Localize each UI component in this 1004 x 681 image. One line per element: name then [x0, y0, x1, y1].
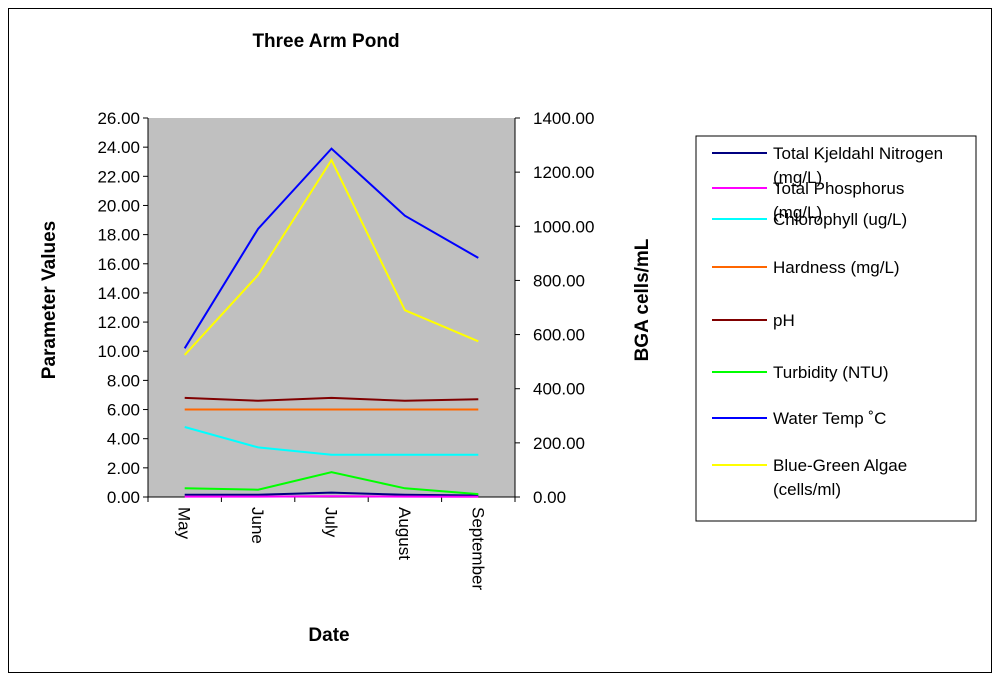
- y2-tick-label: 800.00: [533, 271, 585, 290]
- legend-label: Water Temp ˚C: [773, 409, 886, 428]
- y-tick-label: 12.00: [97, 313, 140, 332]
- x-axis-title: Date: [308, 625, 349, 646]
- plot-area: [148, 118, 515, 497]
- legend-label: Total Phosphorus: [773, 179, 904, 198]
- series-line: [184, 471, 479, 496]
- x-tick-label: June: [248, 507, 267, 544]
- x-axis: May June July August September: [147, 496, 516, 590]
- y-tick-label: 14.00: [97, 284, 140, 303]
- series-line: [184, 491, 479, 497]
- y-tick-label: 26.00: [97, 109, 140, 128]
- series-lines: [183, 147, 479, 498]
- y-tick-label: 20.00: [97, 196, 140, 215]
- legend-label: (mg/L): [773, 203, 822, 222]
- y2-tick-label: 1000.00: [533, 217, 594, 236]
- legend: Total Kjeldahl Nitrogen(mg/L)Total Phosp…: [695, 135, 977, 522]
- series-line: [184, 426, 479, 456]
- chart-title: Three Arm Pond: [252, 31, 399, 52]
- y-axis-title: Parameter Values: [39, 221, 60, 379]
- series-line: [183, 147, 479, 349]
- legend-label: (mg/L): [773, 168, 822, 187]
- y2-tick-label: 200.00: [533, 434, 585, 453]
- y-tick-label: 6.00: [107, 401, 140, 420]
- legend-label: Blue-Green Algae: [773, 456, 907, 475]
- y2-tick-label: 600.00: [533, 326, 585, 345]
- y-tick-label: 16.00: [97, 255, 140, 274]
- y2-tick-label: 1200.00: [533, 163, 594, 182]
- legend-box: [695, 135, 977, 522]
- x-tick-label: July: [322, 507, 341, 538]
- x-tick-label: September: [468, 507, 487, 590]
- y-tick-label: 0.00: [107, 488, 140, 507]
- y-tick-label: 18.00: [97, 226, 140, 245]
- legend-label: Total Kjeldahl Nitrogen: [773, 144, 943, 163]
- legend-label: Chlorophyll (ug/L): [773, 210, 907, 229]
- y2-tick-label: 0.00: [533, 488, 566, 507]
- y-tick-label: 2.00: [107, 459, 140, 478]
- y-tick-label: 4.00: [107, 430, 140, 449]
- y-tick-label: 22.00: [97, 167, 140, 186]
- y-tick-label: 10.00: [97, 342, 140, 361]
- y2-axis: 0.00 200.00 400.00 600.00 800.00 1000.00 1200.…: [514, 109, 594, 507]
- legend-label: Hardness (mg/L): [773, 258, 900, 277]
- x-tick-label: August: [395, 507, 414, 560]
- legend-label: pH: [773, 311, 795, 330]
- series-line: [183, 157, 479, 356]
- y2-axis-title: BGA cells/mL: [632, 238, 653, 361]
- x-tick-label: May: [175, 507, 194, 540]
- series-line: [184, 396, 479, 402]
- y2-tick-label: 400.00: [533, 380, 585, 399]
- y-tick-label: 24.00: [97, 138, 140, 157]
- y-axis: 0.00 2.00 4.00 6.00 8.00 10.00 12.00 14.00 16.00…: [97, 109, 149, 507]
- y2-tick-label: 1400.00: [533, 109, 594, 128]
- legend-label: (cells/ml): [773, 480, 841, 499]
- legend-label: Turbidity (NTU): [773, 363, 889, 382]
- y-tick-label: 8.00: [107, 371, 140, 390]
